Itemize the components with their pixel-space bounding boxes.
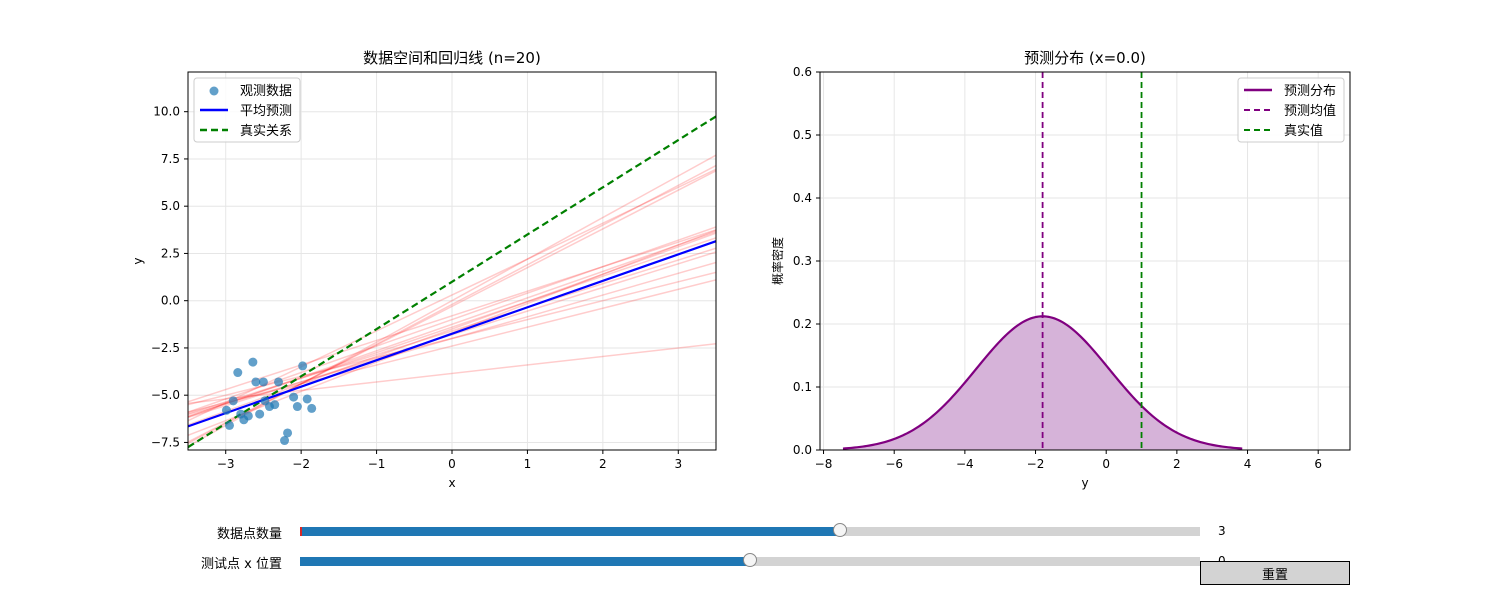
- observed-point: [255, 409, 265, 419]
- observed-point: [221, 405, 231, 415]
- y-tick-label: 0.6: [793, 65, 812, 79]
- observed-point: [307, 403, 317, 413]
- legend-label-pred-mean: 预测均值: [1284, 103, 1336, 119]
- observed-point: [298, 361, 308, 371]
- observed-point: [243, 411, 253, 421]
- sample-regression-line: [188, 154, 716, 447]
- grid-lines: [188, 72, 716, 450]
- distribution-ylabel: 概率密度: [770, 237, 785, 285]
- distribution-title: 预测分布 (x=0.0): [1024, 49, 1146, 67]
- x-slider-label: 测试点 x 位置: [201, 557, 282, 572]
- y-tick-label: 7.5: [161, 152, 180, 166]
- x-tick-labels: −3 −2 −1 0 1 2 3: [217, 450, 682, 471]
- x-tick-labels: −8 −6 −4 −2 0 2 4 6: [815, 450, 1322, 471]
- x-tick-label: 2: [599, 457, 607, 471]
- n-slider-value: 3: [1218, 524, 1226, 538]
- x-tick-label: 4: [1244, 457, 1252, 471]
- n-slider[interactable]: [300, 523, 1200, 537]
- regression-title: 数据空间和回归线 (n=20): [363, 49, 541, 67]
- main-lines: [188, 115, 716, 449]
- regression-legend: 观测数据 平均预测 真实关系: [193, 77, 301, 143]
- x-tick-label: 1: [524, 457, 532, 471]
- observed-point: [233, 368, 243, 378]
- observed-point: [274, 377, 284, 387]
- n-slider-fill: [300, 527, 840, 536]
- y-tick-label: −2.5: [151, 341, 180, 355]
- observed-point: [224, 420, 234, 430]
- sample-regression-line: [188, 261, 716, 416]
- x-tick-label: 2: [1173, 457, 1181, 471]
- reset-button[interactable]: 重置: [1200, 561, 1350, 585]
- observed-point: [248, 357, 258, 367]
- legend-label-observed: 观测数据: [240, 84, 292, 99]
- y-tick-label: −5.0: [151, 388, 180, 402]
- observed-point: [251, 377, 261, 387]
- mean-prediction-line: [188, 240, 716, 428]
- observed-point: [302, 394, 312, 404]
- observed-points: [221, 357, 317, 446]
- sample-regression-line: [188, 170, 716, 443]
- observed-point: [228, 396, 238, 406]
- observed-point: [283, 428, 293, 438]
- observed-point: [289, 392, 299, 402]
- sample-regression-line: [188, 229, 716, 403]
- x-tick-label: −2: [292, 457, 310, 471]
- sample-regression-line: [188, 230, 716, 418]
- x-slider-handle[interactable]: [743, 553, 757, 567]
- y-tick-label: 10.0: [153, 105, 180, 119]
- y-tick-label: 0.2: [793, 317, 812, 331]
- regression-ylabel: y: [131, 257, 145, 264]
- sample-regression-line: [188, 164, 716, 445]
- x-tick-label: −4: [956, 457, 974, 471]
- y-tick-label: 5.0: [161, 199, 180, 213]
- x-tick-label: 6: [1314, 457, 1322, 471]
- sample-regression-line: [188, 247, 716, 415]
- legend-box: [1237, 77, 1345, 143]
- observed-point: [292, 402, 302, 412]
- y-tick-labels: 0.0 0.1 0.2 0.3 0.4 0.5 0.6: [793, 65, 820, 457]
- n-slider-label: 数据点数量: [216, 527, 282, 542]
- y-tick-label: −7.5: [151, 435, 180, 449]
- legend-label-true: 真实关系: [240, 124, 292, 139]
- sample-regression-line: [188, 279, 716, 413]
- distribution-panel: −8 −6 −4 −2 0 2 4 6 0.0 0.1 0.2 0.3 0.4 0.5 0.6 预测分布 …: [770, 49, 1351, 490]
- distribution-xlabel: y: [1081, 476, 1088, 490]
- x-tick-label: −3: [217, 457, 235, 471]
- true-relation-line: [188, 115, 716, 449]
- legend-box: [193, 77, 301, 143]
- observed-point: [270, 400, 280, 410]
- y-tick-label: 0.0: [161, 294, 180, 308]
- y-tick-label: 2.5: [161, 246, 180, 260]
- y-tick-labels: −7.5 −5.0 −2.5 0.0 2.5 5.0 7.5 10.0: [151, 105, 188, 449]
- y-tick-label: 0.3: [793, 254, 812, 268]
- y-tick-label: 0.1: [793, 380, 812, 394]
- x-tick-label: 0: [1102, 457, 1110, 471]
- regression-panel: −3 −2 −1 0 1 2 3 −7.5−5.0−2.50.02.55.07.510.0 …: [131, 49, 717, 490]
- observed-point: [258, 377, 268, 387]
- x-slider[interactable]: [300, 553, 1200, 567]
- x-tick-label: −1: [368, 457, 386, 471]
- legend-label-mean: 平均预测: [240, 104, 292, 119]
- regression-xlabel: x: [448, 476, 455, 490]
- x-tick-label: 3: [674, 457, 682, 471]
- x-tick-label: −2: [1027, 457, 1045, 471]
- legend-label-distribution: 预测分布: [1284, 84, 1336, 99]
- n-slider-handle[interactable]: [833, 523, 847, 537]
- y-tick-label: 0.5: [793, 128, 812, 142]
- y-tick-label: 0.4: [793, 191, 812, 205]
- sample-regression-line: [188, 237, 716, 418]
- x-tick-label: −6: [885, 457, 903, 471]
- observed-point: [280, 436, 290, 446]
- legend-label-true-value: 真实值: [1284, 123, 1323, 139]
- x-slider-fill: [300, 557, 750, 566]
- distribution-legend: 预测分布 预测均值 真实值: [1237, 77, 1345, 143]
- x-tick-label: 0: [448, 457, 456, 471]
- y-tick-label: 0.0: [793, 443, 812, 457]
- vertical-lines: [1041, 72, 1143, 450]
- x-tick-label: −8: [815, 457, 833, 471]
- n-slider-init-marker: [300, 527, 302, 536]
- legend-scatter-marker: [209, 86, 219, 96]
